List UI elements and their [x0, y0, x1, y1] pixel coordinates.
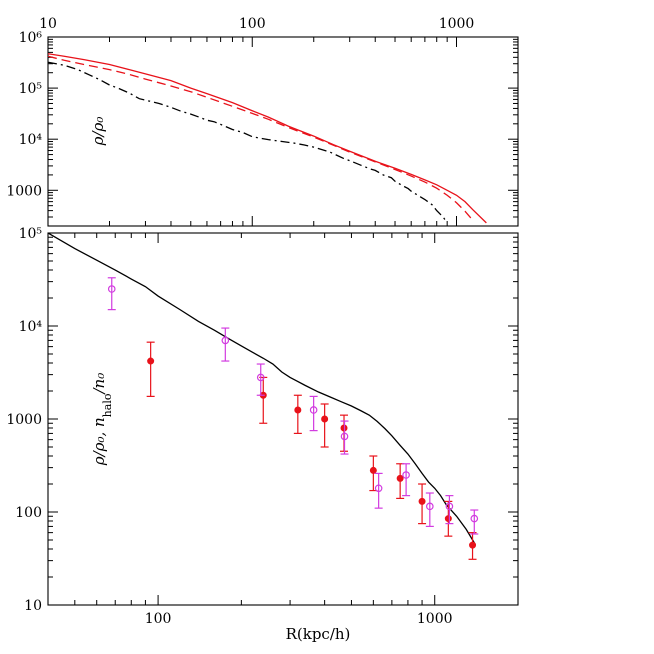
- bottom-panel: 100 1000 10 100 1000 10⁴ 10⁵ R(kpc/h) ρ/ρ₀, nh…: [6, 226, 519, 643]
- data-point-filled: [444, 515, 452, 523]
- data-point-open: [309, 406, 318, 414]
- data-point-open: [340, 432, 349, 441]
- data-point-open: [107, 285, 116, 293]
- x-tick-label: 100: [145, 611, 172, 627]
- y-tick-label: 10⁶: [19, 30, 43, 46]
- x-tick-label: 1000: [439, 16, 475, 32]
- series-line-solid-red: [48, 53, 487, 224]
- top-panel-ticks: [47, 36, 519, 227]
- y-tick-label: 10⁵: [19, 81, 43, 97]
- y-tick-label: 10: [24, 598, 42, 614]
- y-tick-label: 1000: [6, 412, 42, 428]
- data-point-filled: [321, 415, 329, 423]
- bottom-panel-x-axis-label: R(kpc/h): [286, 625, 351, 643]
- y-tick-label: 10⁵: [19, 226, 43, 242]
- data-point-filled: [396, 474, 404, 482]
- data-point-filled: [469, 541, 477, 549]
- data-point-open: [374, 484, 383, 493]
- x-tick-label: 100: [239, 16, 266, 32]
- data-point-open: [221, 336, 230, 345]
- y-tick-label: 10⁴: [19, 132, 43, 148]
- bottom-panel-ticks: [47, 232, 519, 606]
- x-tick-label: 1000: [417, 611, 453, 627]
- y-tick-label: 100: [15, 505, 42, 521]
- y-tick-label: 10⁴: [19, 319, 43, 335]
- top-panel-tick-labels: 10 100 1000 1000 10⁴ 10⁵ 10⁶: [6, 16, 474, 199]
- series-line-solid-black: [48, 233, 476, 545]
- data-point-open: [426, 502, 434, 511]
- data-point-filled: [147, 357, 155, 365]
- data-point-open: [445, 502, 454, 511]
- data-point-filled: [369, 466, 377, 474]
- top-panel: 10 100 1000 1000 10⁴ 10⁵ 10⁶ ρ/ρ₀: [6, 16, 519, 227]
- bottom-panel-tick-labels: 100 1000 10 100 1000 10⁴ 10⁵: [6, 226, 452, 627]
- data-point-open: [256, 373, 265, 382]
- data-point-open: [470, 514, 479, 523]
- top-panel-y-axis-label: ρ/ρ₀: [89, 117, 107, 147]
- bottom-panel-frame: [47, 232, 519, 606]
- top-panel-series: [48, 53, 487, 224]
- x-tick-label: 10: [39, 16, 57, 32]
- y-tick-label: 1000: [6, 183, 42, 199]
- data-point-open: [402, 471, 410, 479]
- data-point-filled: [418, 497, 426, 505]
- bottom-panel-series: [48, 233, 476, 545]
- series-line-dashed-red: [48, 55, 474, 221]
- bottom-panel-points: [107, 277, 479, 560]
- series-line-dashdot-black: [48, 61, 448, 224]
- bottom-panel-y-axis-label: ρ/ρ₀, nhalo/n₀: [90, 373, 114, 466]
- data-point-filled: [294, 406, 302, 414]
- top-panel-frame: [47, 36, 519, 227]
